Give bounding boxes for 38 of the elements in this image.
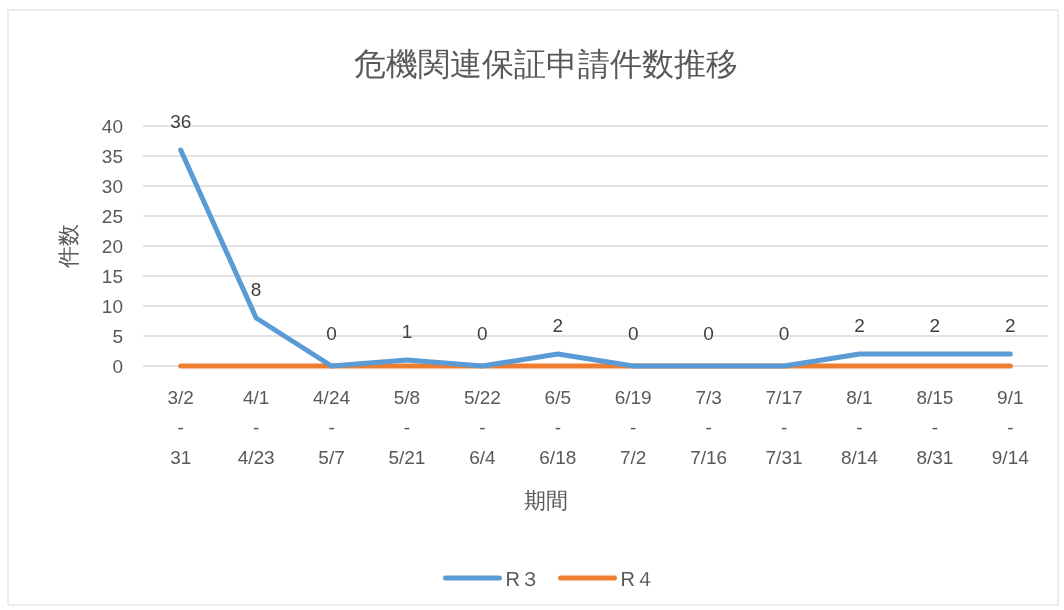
- legend-label: R３: [505, 568, 540, 590]
- x-tick-label: 4/1 - 4/23: [237, 387, 275, 468]
- x-tick-label: 4/24 - 5/7: [313, 387, 351, 468]
- x-tick-label: 8/15 - 8/31: [916, 387, 954, 468]
- data-label: 36: [170, 111, 192, 132]
- x-tick-label: 9/1 - 9/14: [991, 387, 1030, 468]
- y-tick-label: 5: [112, 326, 123, 347]
- data-label: 0: [703, 323, 714, 344]
- y-tick-label: 0: [112, 356, 123, 377]
- x-tick-label: 6/5 - 6/18: [539, 387, 577, 468]
- y-tick-label: 25: [101, 206, 123, 227]
- x-tick-label: 7/17 - 7/31: [765, 387, 803, 468]
- x-tick-label: 8/1 - 8/14: [840, 387, 879, 468]
- x-tick-label: 5/8 - 5/21: [388, 387, 426, 468]
- x-tick-label: 5/22 - 6/4: [463, 387, 501, 468]
- y-tick-label: 20: [101, 236, 123, 257]
- data-label: 0: [778, 323, 790, 344]
- y-axis-title: 件数: [56, 224, 81, 268]
- data-label: 2: [552, 315, 564, 336]
- x-axis-title: 期間: [523, 488, 568, 513]
- y-tick-label: 35: [101, 146, 123, 167]
- data-label: 8: [250, 279, 262, 300]
- y-tick-label: 40: [101, 116, 123, 137]
- data-label: 1: [401, 321, 413, 342]
- chart-title: 危機関連保証申請件数推移: [353, 46, 738, 82]
- y-tick-label: 30: [101, 176, 123, 197]
- data-label: 2: [1005, 315, 1016, 336]
- y-tick-label: 15: [101, 266, 123, 287]
- data-label: 2: [929, 315, 941, 336]
- data-label: 0: [326, 323, 337, 344]
- x-tick-label: 6/19 - 7/2: [614, 387, 652, 468]
- x-tick-label: 3/2 - 31: [167, 387, 194, 468]
- y-tick-label: 10: [101, 296, 123, 317]
- data-label: 0: [477, 323, 488, 344]
- data-label: 0: [627, 323, 639, 344]
- legend-label: R４: [620, 568, 655, 590]
- x-tick-label: 7/3 - 7/16: [690, 387, 728, 468]
- data-label: 2: [854, 315, 865, 336]
